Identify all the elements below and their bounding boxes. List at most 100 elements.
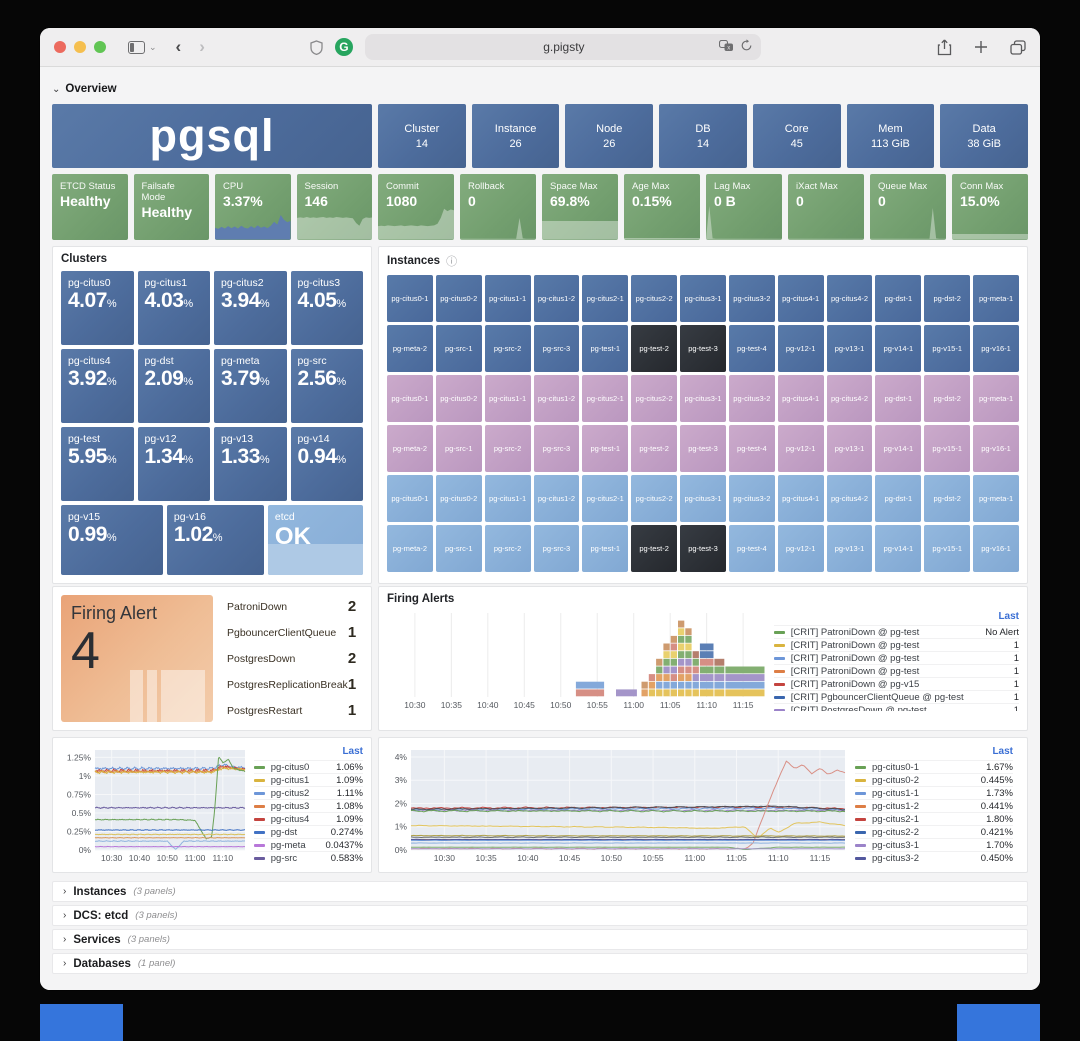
instance-tile[interactable]: pg-citus4-2 — [826, 375, 873, 422]
mini-stat-tile[interactable]: Failsafe Mode Healthy — [133, 174, 209, 240]
stat-tile[interactable]: Instance 26 — [471, 104, 560, 168]
instance-tile[interactable]: pg-test-1 — [582, 325, 629, 372]
instance-tile[interactable]: pg-citus1-1 — [484, 275, 531, 322]
instance-tile[interactable]: pg-test-1 — [582, 425, 629, 472]
instance-tile[interactable]: pg-citus0-2 — [435, 375, 482, 422]
legend-row[interactable]: [CRIT] PatroniDown @ pg-test No Alert — [773, 625, 1019, 638]
stat-tile[interactable]: Data 38 GiB — [940, 104, 1028, 168]
instance-tile[interactable]: pg-src-2 — [484, 325, 531, 372]
legend-row[interactable]: pg-citus0-1 1.67% — [855, 760, 1013, 773]
instance-tile[interactable]: pg-test-2 — [631, 325, 678, 372]
instance-tile[interactable]: pg-citus4-2 — [826, 475, 873, 522]
address-bar[interactable]: g.pigsty x — [364, 34, 761, 60]
legend-row[interactable]: [CRIT] PgbouncerClientQueue @ pg-test 1 — [773, 690, 1019, 703]
instance-tile[interactable]: pg-test-3 — [680, 425, 726, 472]
instance-tile[interactable]: pg-meta-1 — [973, 275, 1019, 322]
instance-tile[interactable]: pg-citus1-2 — [533, 475, 580, 522]
cluster-tile[interactable]: pg-citus3 4.05% — [290, 271, 363, 345]
clusters-panel-title[interactable]: Clusters — [61, 253, 108, 265]
cluster-tile[interactable]: pg-v16 1.02% — [166, 505, 264, 575]
alert-row[interactable]: PgbouncerClientQueue 1 — [218, 621, 365, 644]
firing-alerts-chart[interactable]: 10:30 10:35 10:40 10:45 10:50 10:55 11:00 11:05… — [387, 611, 766, 711]
instance-tile[interactable]: pg-v14-1 — [875, 425, 922, 472]
close-window-button[interactable] — [54, 41, 66, 53]
instance-tile[interactable]: pg-v15-1 — [924, 425, 971, 472]
mini-stat-tile[interactable]: iXact Max 0 — [788, 174, 864, 240]
cluster-tile[interactable]: pg-dst 2.09% — [137, 349, 210, 423]
mini-stat-tile[interactable]: Age Max 0.15% — [624, 174, 700, 240]
instance-tile[interactable]: pg-test-3 — [680, 325, 726, 372]
mini-stat-tile[interactable]: Conn Max 15.0% — [952, 174, 1028, 240]
collapsed-section-row[interactable]: › Databases (1 panel) — [52, 953, 1028, 974]
instance-tile[interactable]: pg-dst-2 — [924, 375, 971, 422]
instance-tile[interactable]: pg-src-1 — [435, 325, 482, 372]
reload-icon[interactable] — [740, 39, 753, 55]
instance-tile[interactable]: pg-v16-1 — [973, 425, 1019, 472]
legend-row[interactable]: pg-citus0 1.06% — [253, 760, 363, 773]
cluster-tile[interactable]: pg-v12 1.34% — [137, 427, 210, 501]
cluster-tile[interactable]: pg-src 2.56% — [290, 349, 363, 423]
legend-row[interactable]: [CRIT] PatroniDown @ pg-test 1 — [773, 638, 1019, 651]
mini-stat-tile[interactable]: Lag Max 0 B — [706, 174, 782, 240]
instance-tile[interactable]: pg-citus2-1 — [582, 375, 629, 422]
cluster-tile[interactable]: pg-v13 1.33% — [214, 427, 287, 501]
stat-tile[interactable]: Mem 113 GiB — [846, 104, 935, 168]
instance-tile[interactable]: pg-dst-2 — [924, 275, 971, 322]
stat-tile[interactable]: Node 26 — [565, 104, 654, 168]
legend-row[interactable]: pg-dst 0.274% — [253, 825, 363, 838]
instance-tile[interactable]: pg-meta-1 — [973, 475, 1019, 522]
instance-tile[interactable]: pg-src-2 — [484, 525, 531, 572]
legend-header[interactable]: Last — [998, 611, 1019, 622]
instance-cpu-chart[interactable]: 0% 1% 2% 3% 4% 10:30 10:35 10:40 10:45 10:50 10:55… — [387, 746, 847, 864]
instance-tile[interactable]: pg-v13-1 — [826, 525, 873, 572]
legend-header[interactable]: Last — [342, 746, 363, 757]
cluster-tile[interactable]: pg-citus1 4.03% — [137, 271, 210, 345]
cluster-tile[interactable]: pg-meta 3.79% — [214, 349, 287, 423]
mini-stat-tile[interactable]: Space Max 69.8% — [542, 174, 618, 240]
instance-tile[interactable]: pg-src-3 — [533, 325, 580, 372]
instance-tile[interactable]: pg-citus4-1 — [777, 475, 824, 522]
mini-stat-tile[interactable]: Session 146 — [296, 174, 372, 240]
instance-tile[interactable]: pg-v16-1 — [973, 325, 1019, 372]
legend-row[interactable]: [CRIT] PostgresDown @ pg-test 1 — [773, 703, 1019, 711]
instance-tile[interactable]: pg-citus3-1 — [680, 375, 726, 422]
grammarly-extension-icon[interactable]: G — [334, 38, 353, 56]
instance-tile[interactable]: pg-citus1-1 — [484, 375, 531, 422]
instance-tile[interactable]: pg-v14-1 — [875, 525, 922, 572]
instance-tile[interactable]: pg-dst-2 — [924, 475, 971, 522]
legend-row[interactable]: [CRIT] PatroniDown @ pg-v15 1 — [773, 677, 1019, 690]
instance-tile[interactable]: pg-src-1 — [435, 425, 482, 472]
instance-tile[interactable]: pg-dst-1 — [875, 375, 922, 422]
stat-tile[interactable]: Core 45 — [752, 104, 841, 168]
collapsed-section-row[interactable]: › Instances (3 panels) — [52, 881, 1028, 902]
instance-tile[interactable]: pg-citus2-2 — [631, 275, 678, 322]
legend-row[interactable]: pg-citus2-1 1.80% — [855, 812, 1013, 825]
cluster-tile[interactable]: pg-citus4 3.92% — [61, 349, 134, 423]
firing-alert-stat-tile[interactable]: Firing Alert 4 — [61, 595, 213, 722]
instance-tile[interactable]: pg-src-1 — [435, 525, 482, 572]
translate-icon[interactable]: x — [718, 39, 734, 55]
legend-row[interactable]: pg-citus1 1.09% — [253, 773, 363, 786]
stat-tile[interactable]: Cluster 14 — [378, 104, 466, 168]
cluster-tile[interactable]: pg-test 5.95% — [61, 427, 134, 501]
firing-alerts-title[interactable]: Firing Alerts — [387, 593, 455, 605]
instance-tile[interactable]: pg-test-3 — [680, 525, 726, 572]
alert-row[interactable]: PostgresReplicationBreak 1 — [218, 673, 365, 696]
tab-overview-icon[interactable] — [1010, 39, 1026, 55]
instance-tile[interactable]: pg-citus0-2 — [435, 275, 482, 322]
new-tab-icon[interactable] — [974, 40, 988, 54]
share-icon[interactable] — [937, 39, 952, 56]
instance-tile[interactable]: pg-v12-1 — [777, 425, 824, 472]
alert-row[interactable]: PostgresRestart 1 — [218, 699, 365, 722]
legend-row[interactable]: pg-src 0.583% — [253, 851, 363, 864]
instance-tile[interactable]: pg-dst-1 — [875, 275, 922, 322]
instance-tile[interactable]: pg-test-1 — [582, 525, 629, 572]
legend-row[interactable]: pg-citus0-2 0.445% — [855, 773, 1013, 786]
cluster-tile[interactable]: pg-citus2 3.94% — [214, 271, 287, 345]
instance-tile[interactable]: pg-citus3-1 — [680, 275, 726, 322]
instance-tile[interactable]: pg-test-4 — [728, 525, 775, 572]
legend-row[interactable]: pg-meta 0.0437% — [253, 838, 363, 851]
instance-tile[interactable]: pg-src-3 — [533, 425, 580, 472]
legend-row[interactable]: pg-citus4 1.09% — [253, 812, 363, 825]
legend-row[interactable]: pg-citus2-2 0.421% — [855, 825, 1013, 838]
